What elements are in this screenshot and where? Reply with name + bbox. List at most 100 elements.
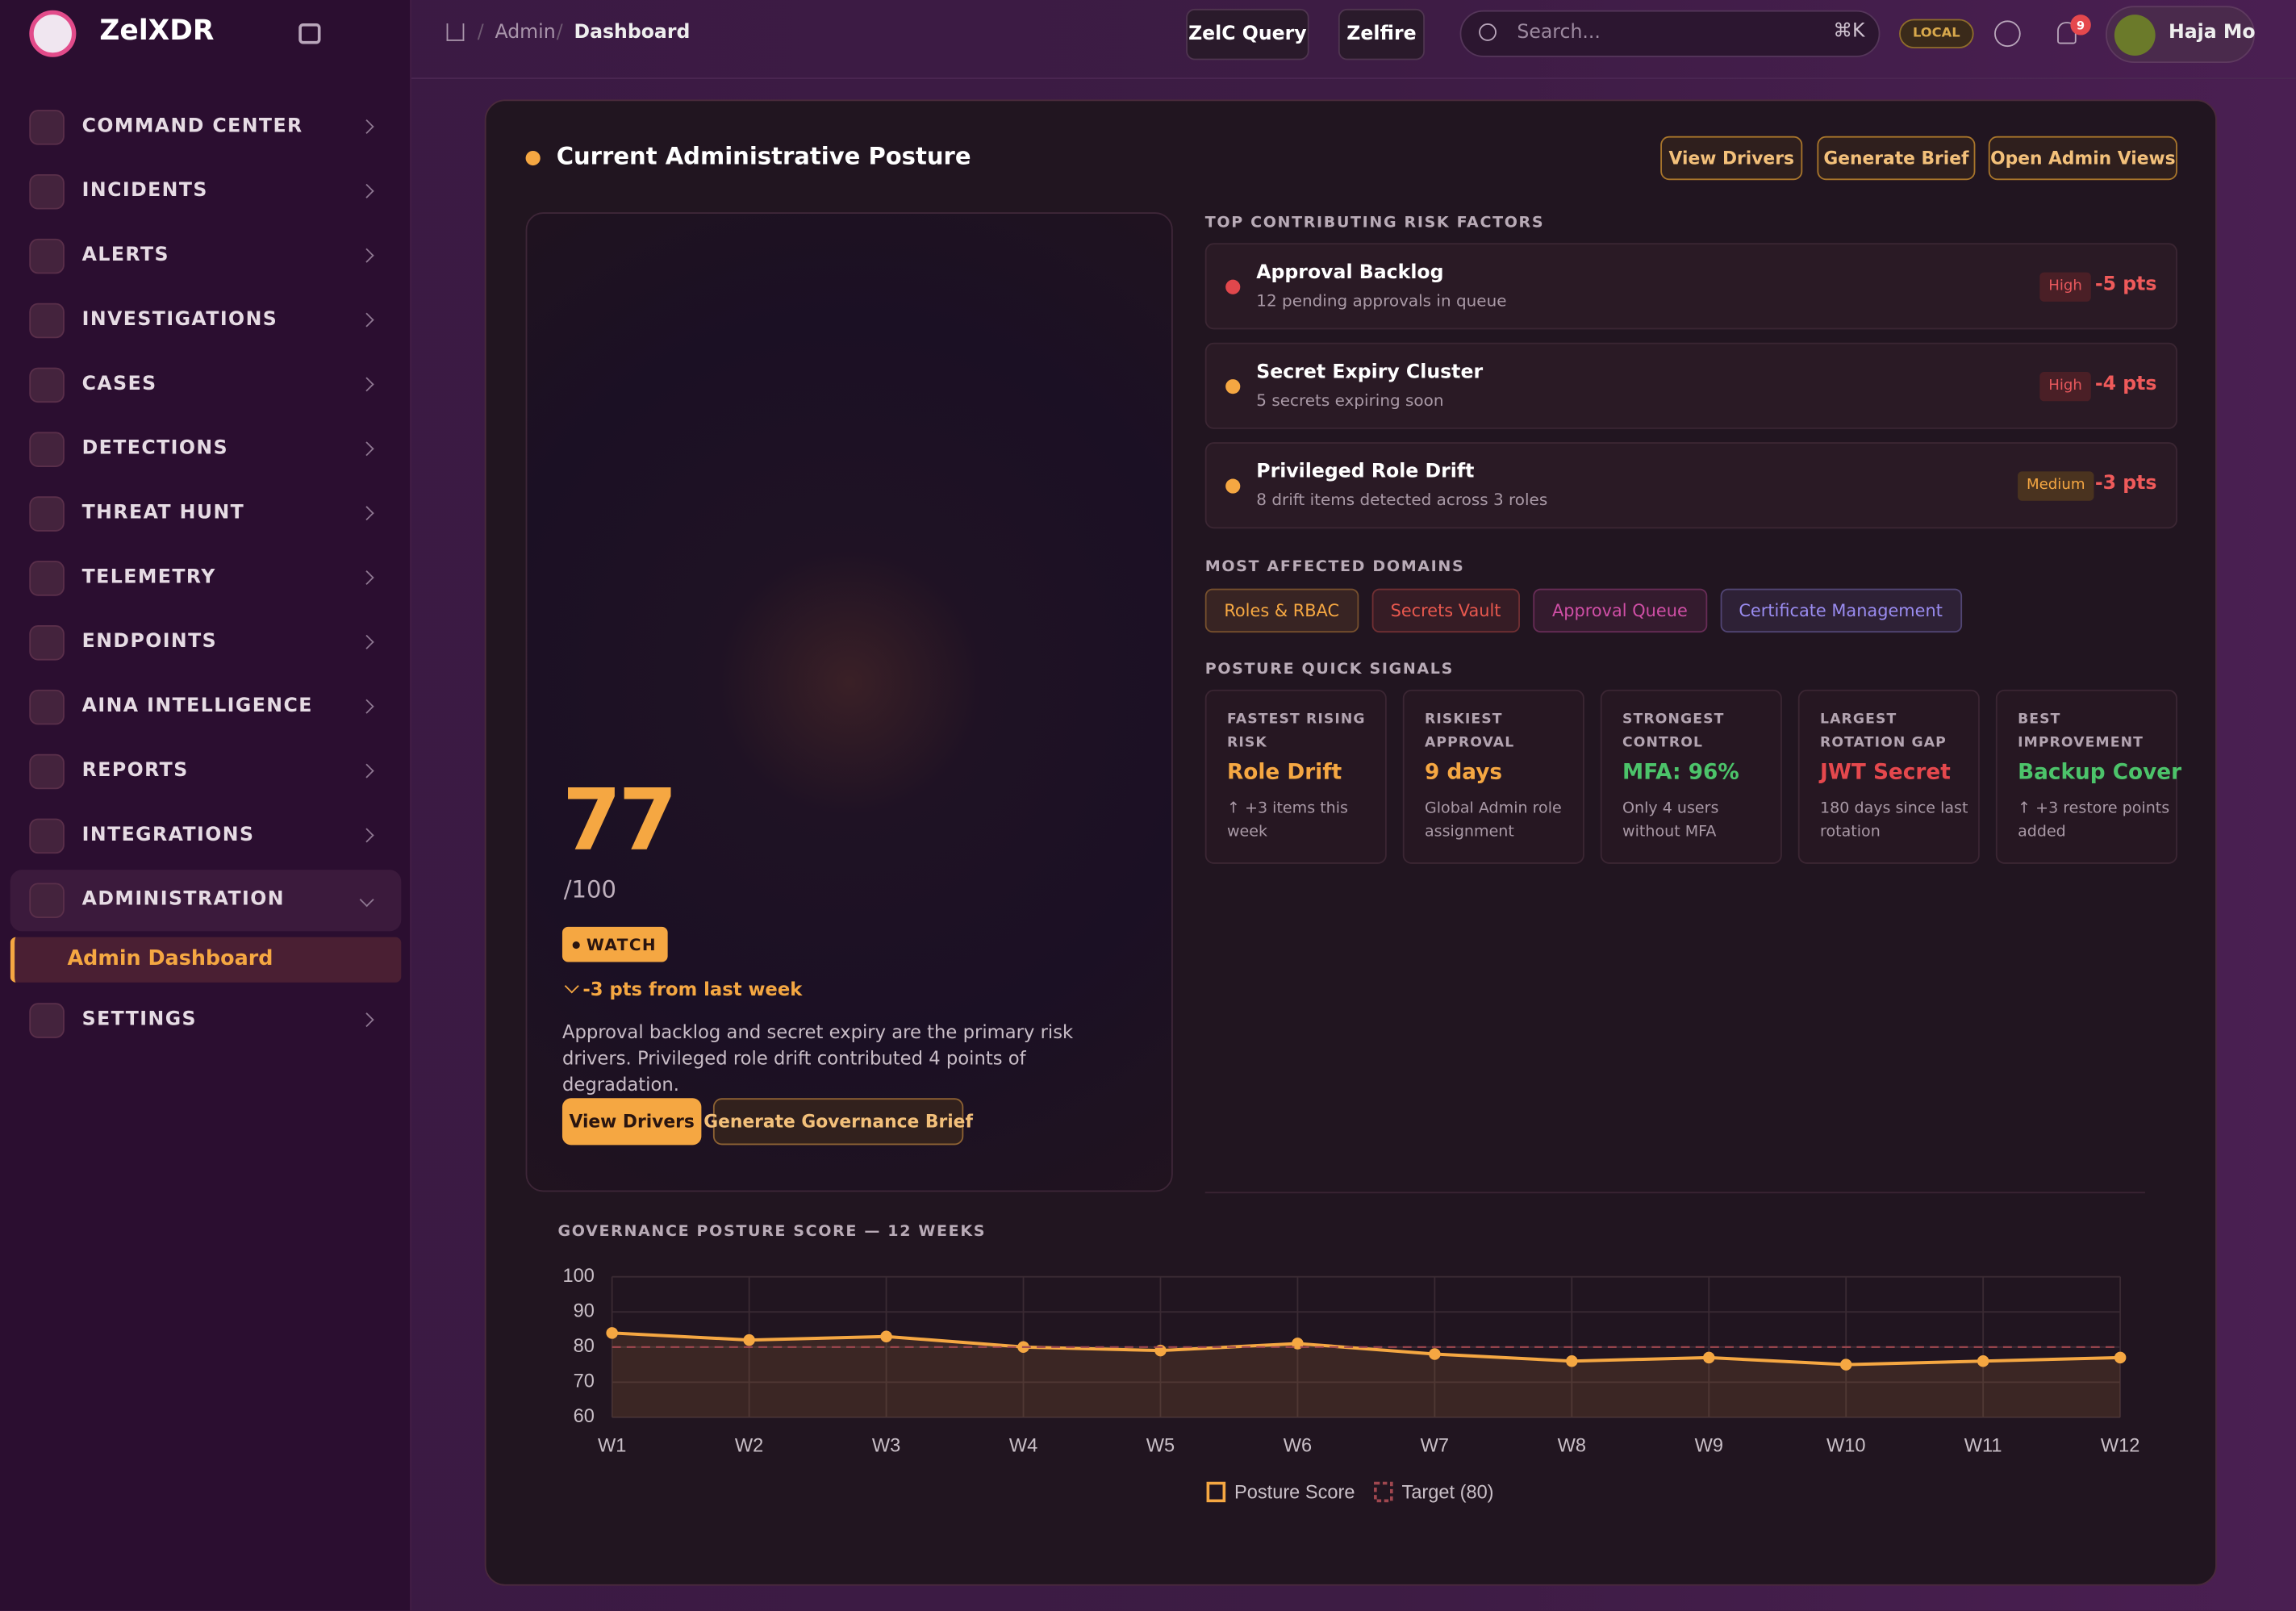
signal-value: MFA: 96% <box>1622 761 1739 785</box>
header-button[interactable]: ZelC Query <box>1186 8 1309 61</box>
nav-chevron <box>359 441 374 457</box>
severity-badge: High <box>2039 372 2091 402</box>
nav-chevron <box>359 312 374 328</box>
nav-icon <box>29 496 65 532</box>
signal-value: JWT Secret <box>1820 761 1951 785</box>
nav-item[interactable]: REPORTS <box>81 759 189 783</box>
signal-note: 180 days since last rotation <box>1820 799 1968 841</box>
risk-title: Secret Expiry Cluster <box>1256 361 1484 384</box>
risk-dot <box>1225 379 1241 394</box>
legend-label: Posture Score <box>1234 1482 1355 1503</box>
status-badge: WATCH <box>561 926 668 962</box>
breadcrumb[interactable]: Admin <box>495 22 556 44</box>
risk-factor[interactable]: Privileged Role Drift 8 drift items detec… <box>1204 442 2177 529</box>
panel-action[interactable]: Open Admin Views <box>1988 136 2177 181</box>
point <box>1839 1358 1852 1371</box>
signal-value: Backup Cover <box>2018 761 2182 785</box>
legend-swatch <box>1206 1481 1226 1503</box>
domain-chip[interactable]: Approval Queue <box>1533 588 1707 633</box>
nav-item[interactable]: SETTINGS <box>81 1008 198 1031</box>
header-button[interactable]: Zelfire <box>1338 8 1425 61</box>
signal-note: ↑ +3 restore points added <box>2018 799 2170 841</box>
nav-chevron <box>359 119 374 134</box>
signal-label: BEST IMPROVEMENT <box>2018 712 2144 752</box>
nav-item[interactable]: CASES <box>81 373 157 396</box>
point <box>1429 1348 1441 1360</box>
signal-card: LARGEST ROTATION GAP JWT Secret 180 days s… <box>1797 689 1980 864</box>
signal-value: 9 days <box>1424 761 1503 785</box>
x-tick-label: W2 <box>735 1434 763 1455</box>
nav-icon <box>29 625 65 661</box>
nav-item[interactable]: DETECTIONS <box>81 437 229 460</box>
nav-icon <box>29 883 65 919</box>
add-icon[interactable] <box>1994 20 2021 48</box>
x-tick-label: W12 <box>2101 1434 2139 1455</box>
nav-chevron <box>359 377 374 392</box>
x-tick-label: W1 <box>598 1434 626 1455</box>
brand-logo <box>29 10 77 57</box>
panel-action[interactable]: Generate Brief <box>1817 136 1976 181</box>
domain-chip[interactable]: Roles & RBAC <box>1204 588 1359 633</box>
x-tick-label: W7 <box>1421 1434 1449 1455</box>
nav-icon <box>29 238 65 274</box>
nav-icon <box>29 1003 65 1038</box>
search-placeholder: Search... <box>1517 22 1601 44</box>
score-button[interactable]: View Drivers <box>561 1098 702 1146</box>
risk-impact: -3 pts <box>2094 473 2157 495</box>
nav-chevron <box>359 248 374 263</box>
legend-label: Target (80) <box>1402 1482 1494 1503</box>
search-icon <box>1479 23 1497 41</box>
nav-item[interactable]: ADMINISTRATION <box>81 888 285 911</box>
collapse-icon[interactable] <box>298 23 321 44</box>
panel-action[interactable]: View Drivers <box>1660 136 1803 181</box>
status-text: WATCH <box>586 934 657 954</box>
nav-chevron <box>359 634 374 649</box>
signal-note: Global Admin role assignment <box>1424 799 1562 841</box>
line <box>612 1331 2121 1367</box>
y-tick-label: 80 <box>574 1335 595 1356</box>
score-button[interactable]: Generate Governance Brief <box>703 1098 973 1146</box>
nav-icon <box>29 818 65 854</box>
breadcrumb-current: Dashboard <box>574 22 691 44</box>
nav-item[interactable]: INVESTIGATIONS <box>81 308 278 332</box>
nav-item[interactable]: AINA INTELLIGENCE <box>81 695 313 718</box>
nav-icon <box>29 689 65 725</box>
search-shortcut: ⌘K <box>1833 20 1865 43</box>
risk-detail: 8 drift items detected across 3 roles <box>1256 490 1548 510</box>
domain-chip[interactable]: Secrets Vault <box>1371 588 1521 633</box>
status-dot <box>525 150 541 166</box>
signal-card: FASTEST RISING RISK Role Drift ↑ +3 items … <box>1204 689 1387 864</box>
y-tick-label: 70 <box>574 1371 595 1392</box>
nav-child[interactable]: Admin Dashboard <box>67 947 273 971</box>
x-tick-label: W10 <box>1826 1434 1865 1455</box>
nav-item[interactable]: COMMAND CENTER <box>81 115 303 138</box>
nav-item[interactable]: ENDPOINTS <box>81 631 218 653</box>
y-tick-label: 100 <box>563 1265 595 1286</box>
nav-icon <box>29 561 65 596</box>
risk-factor[interactable]: Secret Expiry Cluster 5 secrets expiring … <box>1204 342 2177 429</box>
signal-value: Role Drift <box>1226 761 1342 785</box>
signal-label: LARGEST ROTATION GAP <box>1820 712 1947 752</box>
x-tick-label: W8 <box>1558 1434 1586 1455</box>
nav-item[interactable]: ALERTS <box>81 244 169 267</box>
nav-icon <box>29 303 65 339</box>
signal-label: RISKIEST APPROVAL <box>1424 712 1515 752</box>
y-tick-label: 60 <box>574 1405 595 1426</box>
point <box>1703 1351 1715 1364</box>
home-icon <box>446 23 465 41</box>
score-value: 77 <box>561 770 678 870</box>
nav-chevron <box>359 183 374 198</box>
search-box[interactable] <box>1459 10 1881 57</box>
brand-name: ZelXDR <box>99 15 215 48</box>
nav-active-bg <box>10 870 402 932</box>
signal-note: ↑ +3 items this week <box>1226 799 1348 841</box>
nav-item[interactable]: TELEMETRY <box>81 566 216 589</box>
nav-item[interactable]: INTEGRATIONS <box>81 824 255 847</box>
nav-icon <box>29 753 65 790</box>
nav-icon <box>29 367 65 403</box>
nav-item[interactable]: THREAT HUNT <box>81 502 245 524</box>
nav-item[interactable]: INCIDENTS <box>81 180 208 202</box>
domain-chip[interactable]: Certificate Management <box>1719 588 1962 633</box>
section-heading: MOST AFFECTED DOMAINS <box>1204 557 1465 576</box>
risk-factor[interactable]: Approval Backlog 12 pending approvals in … <box>1204 243 2177 330</box>
